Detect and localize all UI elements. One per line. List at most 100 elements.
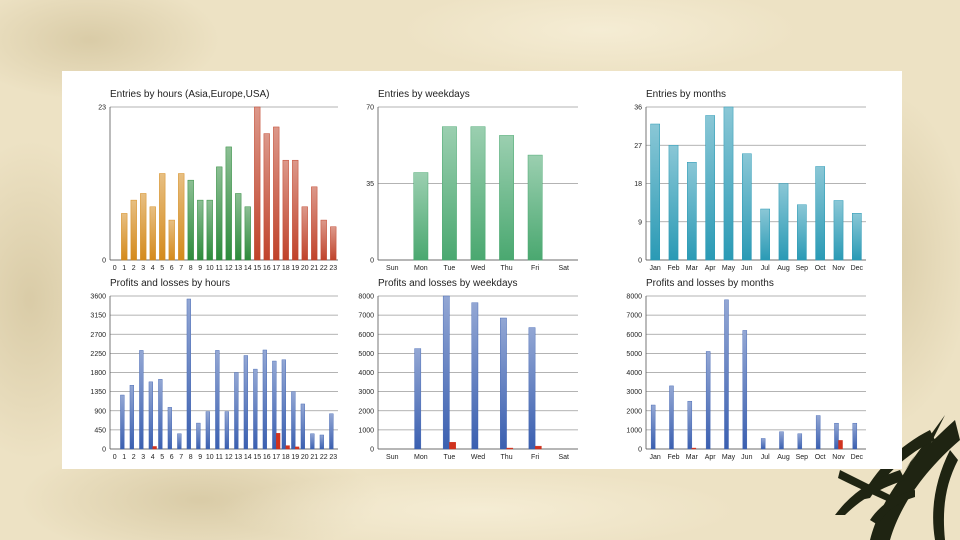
profit-bar xyxy=(724,299,729,450)
x-tick-label: 1 xyxy=(122,454,126,461)
x-tick-label: Apr xyxy=(705,454,717,461)
bar xyxy=(650,123,661,261)
profit-bar xyxy=(167,407,172,450)
bar xyxy=(330,226,337,261)
profit-bar xyxy=(129,385,134,450)
x-tick-label: 14 xyxy=(244,454,252,461)
x-tick-label: 10 xyxy=(206,265,214,272)
y-tick-label: 0 xyxy=(370,447,374,454)
x-tick-label: Jan xyxy=(650,265,661,272)
profit-bar xyxy=(528,327,536,450)
x-tick-label: Dec xyxy=(851,454,864,461)
charts-panel: Entries by hours (Asia,Europe,USA) 0 23 0 1… xyxy=(62,71,902,469)
bar xyxy=(149,206,156,261)
y-tick-label: 2000 xyxy=(358,408,374,415)
chart-profits-losses-by-hours: Profits and losses by hours 0 450 900 1350 1… xyxy=(86,278,338,463)
bar xyxy=(470,126,486,261)
profit-bar xyxy=(815,415,821,450)
profit-bar xyxy=(310,433,315,450)
chart-plot: 0 35 70 Sun Mon Tue Wed Thu Fri Sat xyxy=(366,105,578,272)
x-tick-label: Jan xyxy=(650,454,661,461)
x-tick-label: 19 xyxy=(291,265,299,272)
x-tick-label: 23 xyxy=(329,454,337,461)
chart-title: Profits and losses by months xyxy=(646,278,774,289)
x-tick-label: 8 xyxy=(189,454,193,461)
y-tick-label: 0 xyxy=(102,258,106,265)
bar xyxy=(852,213,862,261)
x-tick-label: 13 xyxy=(234,454,242,461)
bar xyxy=(833,200,844,261)
profit-bar xyxy=(834,422,839,450)
x-tick-label: 20 xyxy=(301,454,309,461)
x-tick-label: Mon xyxy=(414,454,428,461)
x-tick-label: 15 xyxy=(253,454,261,461)
bar xyxy=(140,193,147,261)
x-tick-label: 11 xyxy=(216,265,223,272)
profit-bar xyxy=(215,350,220,450)
x-tick-label: 22 xyxy=(320,454,328,461)
y-tick-label: 5000 xyxy=(626,351,642,358)
y-tick-label: 1350 xyxy=(90,389,106,396)
x-tick-label: Sep xyxy=(796,454,809,461)
loss-bar xyxy=(506,447,514,450)
y-tick-label: 36 xyxy=(634,105,642,112)
x-tick-label: 20 xyxy=(301,265,309,272)
profit-bar xyxy=(262,349,267,450)
bar xyxy=(815,166,825,261)
y-tick-label: 8000 xyxy=(358,294,374,301)
bar xyxy=(797,204,807,261)
profit-bar xyxy=(186,298,191,450)
profit-bar xyxy=(852,422,858,450)
x-tick-label: 8 xyxy=(189,265,193,272)
bar xyxy=(254,106,261,261)
bar xyxy=(244,206,251,261)
x-tick-label: 3 xyxy=(141,454,145,461)
x-tick-label: 13 xyxy=(234,265,242,272)
y-tick-label: 70 xyxy=(366,105,374,112)
bar xyxy=(159,173,166,261)
y-tick-label: 3150 xyxy=(90,313,106,320)
x-tick-label: Sun xyxy=(386,454,399,461)
profit-bar xyxy=(742,330,748,450)
bar xyxy=(760,208,771,261)
y-tick-label: 3000 xyxy=(626,389,642,396)
x-tick-label: 23 xyxy=(329,265,337,272)
loss-bar xyxy=(838,440,843,450)
bar xyxy=(311,186,318,261)
x-tick-label: Nov xyxy=(832,454,845,461)
x-tick-label: Dec xyxy=(851,265,864,272)
bar xyxy=(178,173,185,261)
profit-bar xyxy=(291,391,296,450)
y-tick-label: 18 xyxy=(634,181,642,188)
y-tick-label: 6000 xyxy=(358,332,374,339)
profit-bar xyxy=(650,404,656,450)
y-tick-label: 1000 xyxy=(358,427,374,434)
chart-title: Entries by months xyxy=(646,89,727,100)
y-tick-label: 27 xyxy=(634,143,642,150)
x-tick-label: 19 xyxy=(291,454,299,461)
x-tick-label: 16 xyxy=(263,454,271,461)
y-tick-label: 7000 xyxy=(626,313,642,320)
x-tick-label: 18 xyxy=(282,454,290,461)
x-tick-label: Mar xyxy=(686,454,699,461)
profit-bar xyxy=(669,385,674,450)
x-tick-label: 9 xyxy=(198,265,202,272)
y-tick-label: 23 xyxy=(98,105,106,112)
bar xyxy=(235,193,242,261)
profit-bar xyxy=(300,403,305,450)
y-tick-label: 2250 xyxy=(90,351,106,358)
profit-bar xyxy=(329,413,334,450)
x-tick-label: 7 xyxy=(179,265,183,272)
bar xyxy=(206,199,213,261)
x-tick-label: May xyxy=(722,454,736,461)
chart-profits-losses-by-months: Profits and losses by months 0 1000 2000 30… xyxy=(622,278,866,463)
profit-bar xyxy=(442,295,450,450)
loss-bar xyxy=(295,446,300,450)
x-tick-label: 21 xyxy=(310,265,318,272)
x-tick-label: 2 xyxy=(132,454,136,461)
bar xyxy=(168,219,175,261)
bar xyxy=(273,126,280,261)
x-tick-label: 10 xyxy=(206,454,214,461)
x-tick-label: Jul xyxy=(761,454,770,461)
profit-bar xyxy=(139,350,144,450)
